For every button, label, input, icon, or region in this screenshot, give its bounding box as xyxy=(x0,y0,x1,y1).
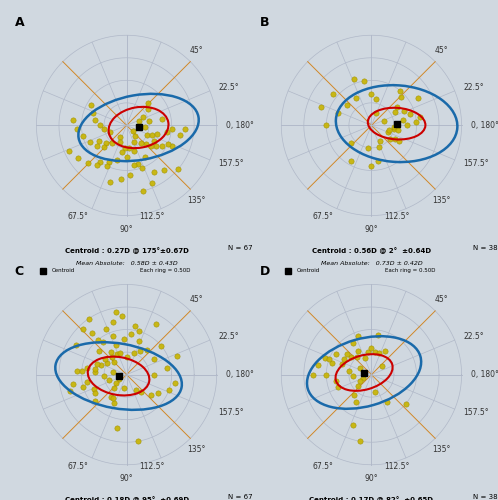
Text: 90°: 90° xyxy=(120,474,133,483)
Text: Centroid: Centroid xyxy=(52,268,75,274)
Text: 112.5°: 112.5° xyxy=(384,462,409,470)
Text: Mean Absolute:   0.73D ± 0.42D: Mean Absolute: 0.73D ± 0.42D xyxy=(321,260,422,266)
Text: N = 38: N = 38 xyxy=(473,494,498,500)
Text: 45°: 45° xyxy=(435,296,448,304)
Text: 112.5°: 112.5° xyxy=(139,212,164,222)
Text: A: A xyxy=(14,16,24,29)
Text: Each ring = 0.50D: Each ring = 0.50D xyxy=(385,268,435,274)
Text: 67.5°: 67.5° xyxy=(68,212,89,222)
Text: 90°: 90° xyxy=(365,224,378,234)
Text: 157.5°: 157.5° xyxy=(463,159,489,168)
Text: 0, 180°: 0, 180° xyxy=(226,370,253,379)
Text: 45°: 45° xyxy=(435,46,448,56)
Text: 135°: 135° xyxy=(187,196,206,204)
Text: 22.5°: 22.5° xyxy=(218,83,239,92)
Text: N = 67: N = 67 xyxy=(228,494,252,500)
Text: 45°: 45° xyxy=(190,46,204,56)
Text: B: B xyxy=(259,16,269,29)
Text: 90°: 90° xyxy=(365,474,378,483)
Text: Mean Absolute:   0.58D ± 0.43D: Mean Absolute: 0.58D ± 0.43D xyxy=(76,260,177,266)
Text: Centroid : 0.17D @ 82°  ±0.65D: Centroid : 0.17D @ 82° ±0.65D xyxy=(309,496,433,500)
Text: Each ring = 0.50D: Each ring = 0.50D xyxy=(140,268,191,274)
Text: Centroid : 0.18D @ 95°  ±0.69D: Centroid : 0.18D @ 95° ±0.69D xyxy=(65,496,189,500)
Text: 22.5°: 22.5° xyxy=(463,83,484,92)
Text: N = 67: N = 67 xyxy=(228,245,252,251)
Text: 0, 180°: 0, 180° xyxy=(226,121,253,130)
Text: 112.5°: 112.5° xyxy=(139,462,164,470)
Text: 157.5°: 157.5° xyxy=(463,408,489,417)
Text: 157.5°: 157.5° xyxy=(218,408,244,417)
Text: 67.5°: 67.5° xyxy=(313,462,334,470)
Text: 0, 180°: 0, 180° xyxy=(471,121,498,130)
Text: 135°: 135° xyxy=(432,444,451,454)
Text: Centroid : 0.27D @ 175°±0.67D: Centroid : 0.27D @ 175°±0.67D xyxy=(65,247,189,254)
Text: 112.5°: 112.5° xyxy=(384,212,409,222)
Text: 135°: 135° xyxy=(432,196,451,204)
Text: 22.5°: 22.5° xyxy=(218,332,239,341)
Text: C: C xyxy=(14,265,24,278)
Text: Centroid : 0.56D @ 2°  ±0.64D: Centroid : 0.56D @ 2° ±0.64D xyxy=(312,247,431,254)
Text: 135°: 135° xyxy=(187,444,206,454)
Text: Centroid: Centroid xyxy=(296,268,320,274)
Text: 67.5°: 67.5° xyxy=(313,212,334,222)
Text: 0, 180°: 0, 180° xyxy=(471,370,498,379)
Text: 22.5°: 22.5° xyxy=(463,332,484,341)
Text: D: D xyxy=(259,265,270,278)
Text: 45°: 45° xyxy=(190,296,204,304)
Text: 90°: 90° xyxy=(120,224,133,234)
Text: 67.5°: 67.5° xyxy=(68,462,89,470)
Text: N = 38: N = 38 xyxy=(473,245,498,251)
Text: 157.5°: 157.5° xyxy=(218,159,244,168)
